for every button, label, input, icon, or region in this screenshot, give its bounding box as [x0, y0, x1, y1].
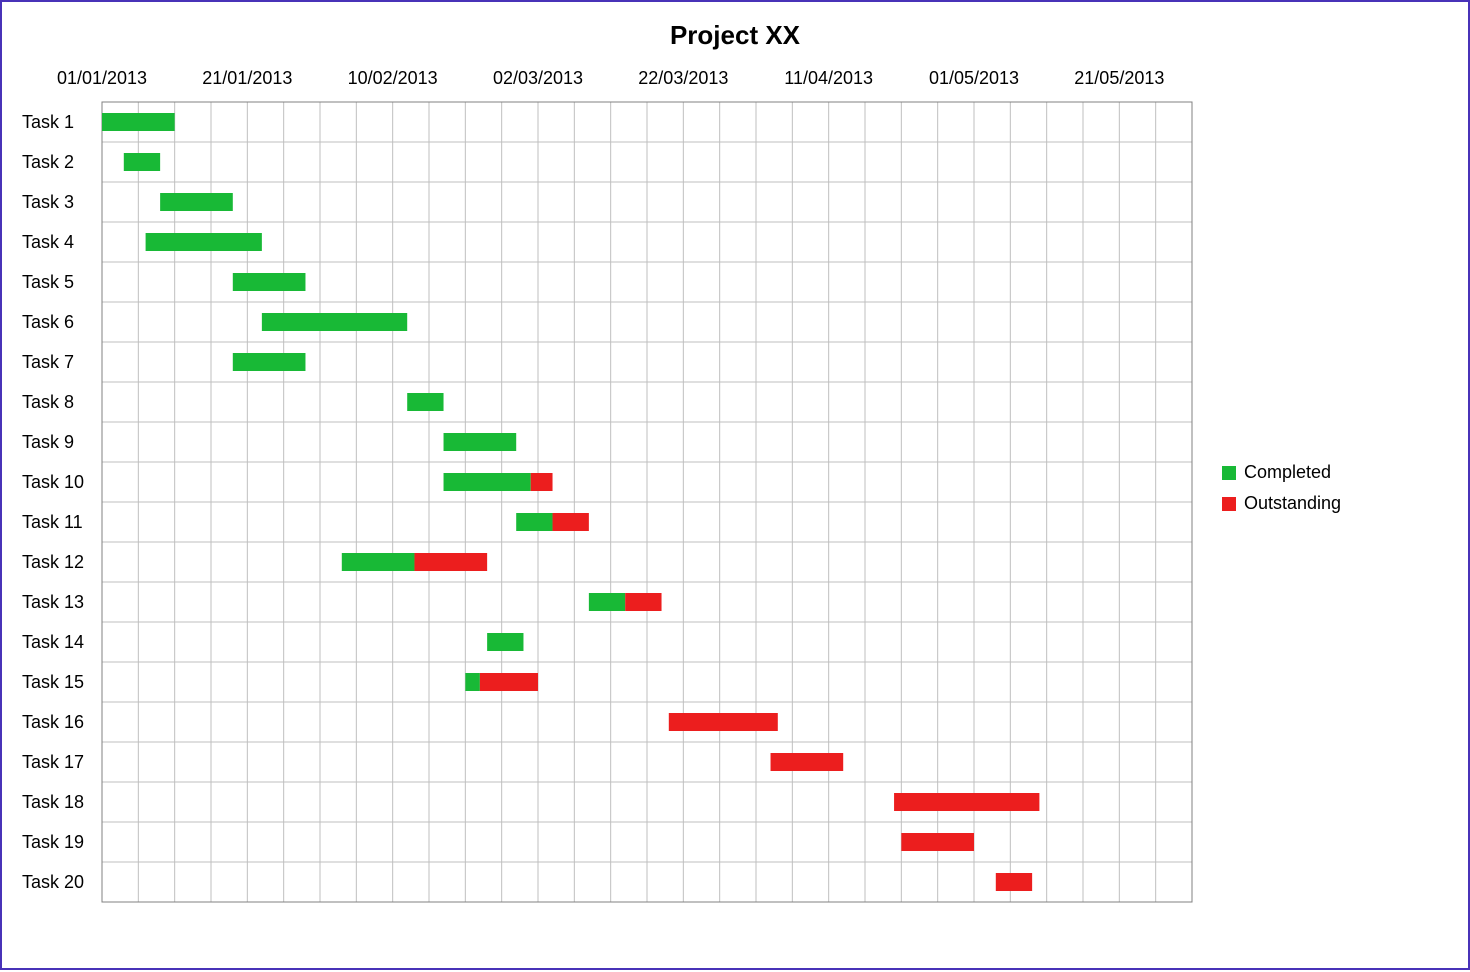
x-axis-label: 02/03/2013	[493, 68, 583, 88]
x-axis-label: 21/01/2013	[202, 68, 292, 88]
bar-completed	[160, 193, 233, 211]
bar-completed	[487, 633, 523, 651]
bar-completed	[444, 473, 531, 491]
x-axis-label: 11/04/2013	[784, 68, 873, 88]
bar-outstanding	[414, 553, 487, 571]
bar-outstanding	[996, 873, 1032, 891]
bar-completed	[589, 593, 625, 611]
x-axis-label: 01/01/2013	[57, 68, 147, 88]
task-label: Task 17	[22, 752, 84, 772]
task-label: Task 18	[22, 792, 84, 812]
task-label: Task 3	[22, 192, 74, 212]
task-label: Task 20	[22, 872, 84, 892]
chart-frame: Project XX 01/01/201321/01/201310/02/201…	[0, 0, 1470, 970]
bar-completed	[233, 273, 306, 291]
task-label: Task 6	[22, 312, 74, 332]
bar-outstanding	[771, 753, 844, 771]
bar-outstanding	[480, 673, 538, 691]
task-label: Task 13	[22, 592, 84, 612]
task-label: Task 1	[22, 112, 74, 132]
bar-completed	[342, 553, 415, 571]
task-label: Task 9	[22, 432, 74, 452]
task-label: Task 12	[22, 552, 84, 572]
legend-item-completed: Completed	[1222, 462, 1341, 483]
task-label: Task 7	[22, 352, 74, 372]
task-label: Task 19	[22, 832, 84, 852]
bar-completed	[407, 393, 443, 411]
bar-completed	[444, 433, 517, 451]
task-label: Task 4	[22, 232, 74, 252]
legend: Completed Outstanding	[1222, 462, 1341, 524]
task-label: Task 8	[22, 392, 74, 412]
bar-outstanding	[669, 713, 778, 731]
task-label: Task 16	[22, 712, 84, 732]
x-axis-label: 21/05/2013	[1074, 68, 1164, 88]
legend-item-outstanding: Outstanding	[1222, 493, 1341, 514]
bar-completed	[146, 233, 262, 251]
task-label: Task 11	[22, 512, 83, 532]
x-axis-label: 22/03/2013	[638, 68, 728, 88]
x-axis-label: 01/05/2013	[929, 68, 1019, 88]
legend-swatch-completed	[1222, 466, 1236, 480]
task-label: Task 10	[22, 472, 84, 492]
bar-completed	[233, 353, 306, 371]
legend-swatch-outstanding	[1222, 497, 1236, 511]
task-label: Task 5	[22, 272, 74, 292]
bar-completed	[465, 673, 480, 691]
task-label: Task 14	[22, 632, 84, 652]
legend-label-completed: Completed	[1244, 462, 1331, 483]
x-axis-label: 10/02/2013	[348, 68, 438, 88]
bar-outstanding	[625, 593, 661, 611]
task-label: Task 15	[22, 672, 84, 692]
bar-completed	[124, 153, 160, 171]
bar-outstanding	[901, 833, 974, 851]
legend-label-outstanding: Outstanding	[1244, 493, 1341, 514]
bar-completed	[516, 513, 552, 531]
bar-outstanding	[553, 513, 589, 531]
bar-completed	[262, 313, 407, 331]
task-label: Task 2	[22, 152, 74, 172]
bar-outstanding	[894, 793, 1039, 811]
bar-completed	[102, 113, 175, 131]
bar-outstanding	[531, 473, 553, 491]
